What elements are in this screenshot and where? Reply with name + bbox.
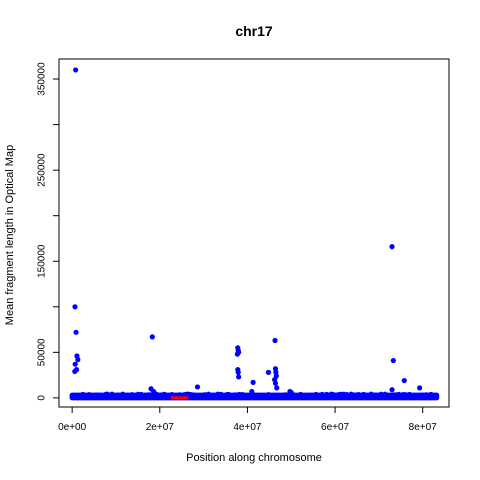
data-point (389, 244, 395, 250)
data-point (288, 389, 294, 396)
data-point (401, 377, 407, 384)
x-axis: 0e+00 2e+07 4e+07 6e+07 8e+07 (58, 406, 438, 433)
data-point (75, 357, 81, 363)
data-point (250, 379, 256, 385)
data-point (389, 387, 395, 393)
chart-title: chr17 (235, 23, 273, 39)
x-tick-label: 8e+07 (409, 422, 438, 433)
y-tick-label: 150000 (37, 244, 48, 278)
baseline-point (433, 393, 439, 399)
x-tick-label: 2e+07 (146, 422, 175, 433)
x-tick-label: 4e+07 (233, 422, 262, 433)
data-point (72, 361, 78, 367)
data-point (419, 392, 425, 398)
data-point (235, 369, 241, 375)
data-point (249, 388, 255, 395)
y-axis-label: Mean fragment length in Optical Map (4, 145, 16, 325)
data-point (390, 357, 396, 364)
data-point (417, 385, 423, 391)
y-tick-label: 0 (37, 395, 48, 401)
data-point (72, 368, 78, 375)
data-point (274, 385, 280, 391)
plot-area (69, 67, 440, 401)
data-point (272, 337, 278, 344)
data-point (73, 329, 79, 335)
data-point (234, 351, 240, 357)
data-point (194, 384, 201, 390)
data-point (378, 391, 384, 397)
data-point (272, 380, 279, 386)
x-tick-label: 0e+00 (58, 422, 87, 433)
data-point (403, 392, 409, 398)
y-tick-label: 250000 (37, 153, 48, 187)
data-point (73, 67, 79, 73)
y-tick-label: 350000 (37, 62, 48, 96)
y-axis: 0 50000 150000 250000 350000 (37, 62, 60, 401)
data-point (157, 392, 163, 398)
x-tick-label: 6e+07 (321, 422, 350, 433)
data-point (149, 334, 155, 340)
y-tick-label: 50000 (37, 338, 48, 366)
data-point (265, 369, 272, 375)
x-axis-label: Position along chromosome (186, 452, 322, 464)
data-point (72, 304, 78, 310)
data-point (236, 374, 242, 380)
